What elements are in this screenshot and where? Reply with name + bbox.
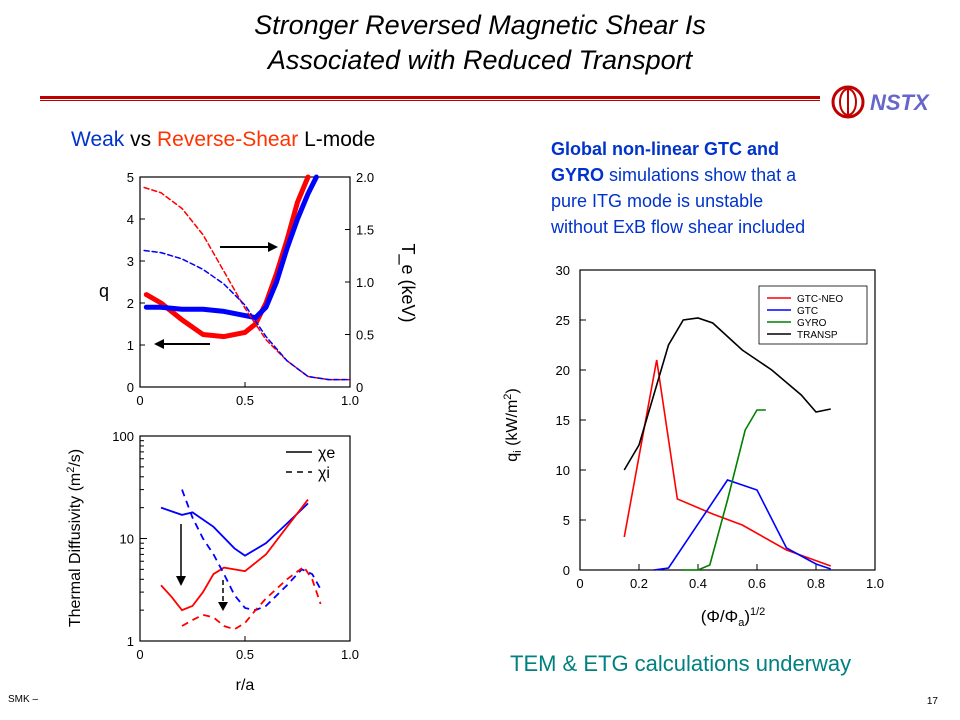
chart3-ytick-label: 25 [556,313,570,328]
arrow-left-head [154,339,164,349]
chart3-ytick-label: 20 [556,363,570,378]
subhead-vs: vs [130,128,152,151]
chart1-series-3 [143,249,351,381]
chart3-legend-label: GTC-NEO [797,294,843,305]
chart3-series-2 [683,409,766,571]
chart2-xtick-label: 1.0 [341,647,359,662]
chart1-series-1 [143,174,319,321]
chart3-series-1 [653,479,832,571]
chart3-xtick-label: 0.2 [630,576,648,591]
chart1-ytick-right-label: 1.0 [356,275,374,290]
legend-chi-e: χe [318,445,335,462]
chart2-series-1 [160,498,309,612]
arrow-down-dashed-head [218,602,228,611]
chart3-series-3 [623,317,831,471]
chart3-xtick-label: 0.8 [807,576,825,591]
chart1-xtick-label: 1.0 [341,393,359,408]
chart2-ytick-label: 100 [112,429,134,444]
chart1-ytick-left-label: 4 [127,212,134,227]
chart1-ylabel-right: T_e (keV) [397,243,418,322]
chart1-ytick-left-label: 5 [127,170,134,185]
chart1-frame [139,176,351,388]
subheading: Weak vs Reverse-Shear L-mode [71,128,375,152]
chart2-series-0 [160,502,309,557]
chart1-ytick-right-label: 0 [356,380,363,395]
title-line-1: Stronger Reversed Magnetic Shear Is [254,10,706,40]
nstx-logo: NSTX [831,85,930,119]
chart3-ytick-label: 30 [556,263,570,278]
chart3-xtick-label: 0.6 [748,576,766,591]
chart1-ytick-left-label: 2 [127,296,134,311]
chart3-ytick-label: 10 [556,463,570,478]
sim-line-2: simulations show that a [609,165,797,185]
chart2-xlabel: r/a [236,677,255,694]
chart3-xtick-label: 1.0 [866,576,884,591]
chart3-ylabel: qi (kW/m2) [502,388,524,461]
chart3-legend-label: GTC [797,306,818,317]
subhead-weak: Weak [71,128,125,151]
chart3-ytick-label: 15 [556,413,570,428]
simulation-description: Global non-linear GTC and GYRO simulatio… [551,136,911,240]
title-rule [40,96,820,99]
chart2-xtick-label: 0.5 [236,647,254,662]
chart2-ytick-label: 1 [127,634,134,649]
diffusivity-chart: 0 0.5 1.0 1 10 100 Thermal Diffusivity (m2/s)… [65,429,359,694]
chart3-ytick-label: 0 [563,563,570,578]
chart3-xtick-label: 0.4 [689,576,707,591]
chart2-xtick-label: 0 [136,647,143,662]
chart1-ylabel-left: q [99,281,109,301]
chart1-ytick-right-label: 0.5 [356,328,374,343]
chart3-legend-label: TRANSP [797,330,838,341]
title-line-2: Associated with Reduced Transport [267,45,693,75]
legend-chi-i: χi [318,465,330,482]
chart3-xlabel: (Φ/Φa)1/2 [701,606,766,629]
sim-bold-1: Global non-linear GTC and [551,139,780,159]
title-rule-thin [40,100,820,101]
chart1-ytick-left-label: 1 [127,338,134,353]
chart3-series-0 [623,359,832,567]
subhead-reverse: Reverse-Shear [157,128,299,151]
chart3-xtick-label: 0 [576,576,583,591]
tem-etg-note: TEM & ETG calculations underway [510,651,852,676]
slide-title: Stronger Reversed Magnetic Shear Is Asso… [60,8,900,78]
chart3-legend-label: GYRO [797,318,827,329]
chart1-xtick-label: 0 [136,393,143,408]
sim-bold-2: GYRO [551,165,605,185]
chart3-ytick-label: 5 [563,513,570,528]
footer-author: SMK – [8,694,39,705]
chart2-ylabel: Thermal Diffusivity (m2/s) [65,449,84,627]
arrow-right-head [268,242,278,252]
arrow-down-solid-head [176,576,186,586]
chart1-series-0 [143,174,311,340]
page-number: 17 [926,696,938,707]
sim-line-4: without ExB flow shear included [551,217,806,237]
logo-text: NSTX [870,90,930,115]
chart1-ytick-right-label: 2.0 [356,170,374,185]
sim-line-3: pure ITG mode is unstable [551,191,764,211]
chart1-xtick-label: 0.5 [236,393,254,408]
chart2-series-3 [181,565,322,631]
chart1-series-2 [143,186,351,381]
chart1-ytick-right-label: 1.5 [356,223,374,238]
subhead-lmode: L-mode [304,128,376,151]
chart1-ytick-left-label: 0 [127,380,134,395]
chart2-ytick-label: 10 [120,532,134,547]
chart1-ytick-left-label: 3 [127,254,134,269]
